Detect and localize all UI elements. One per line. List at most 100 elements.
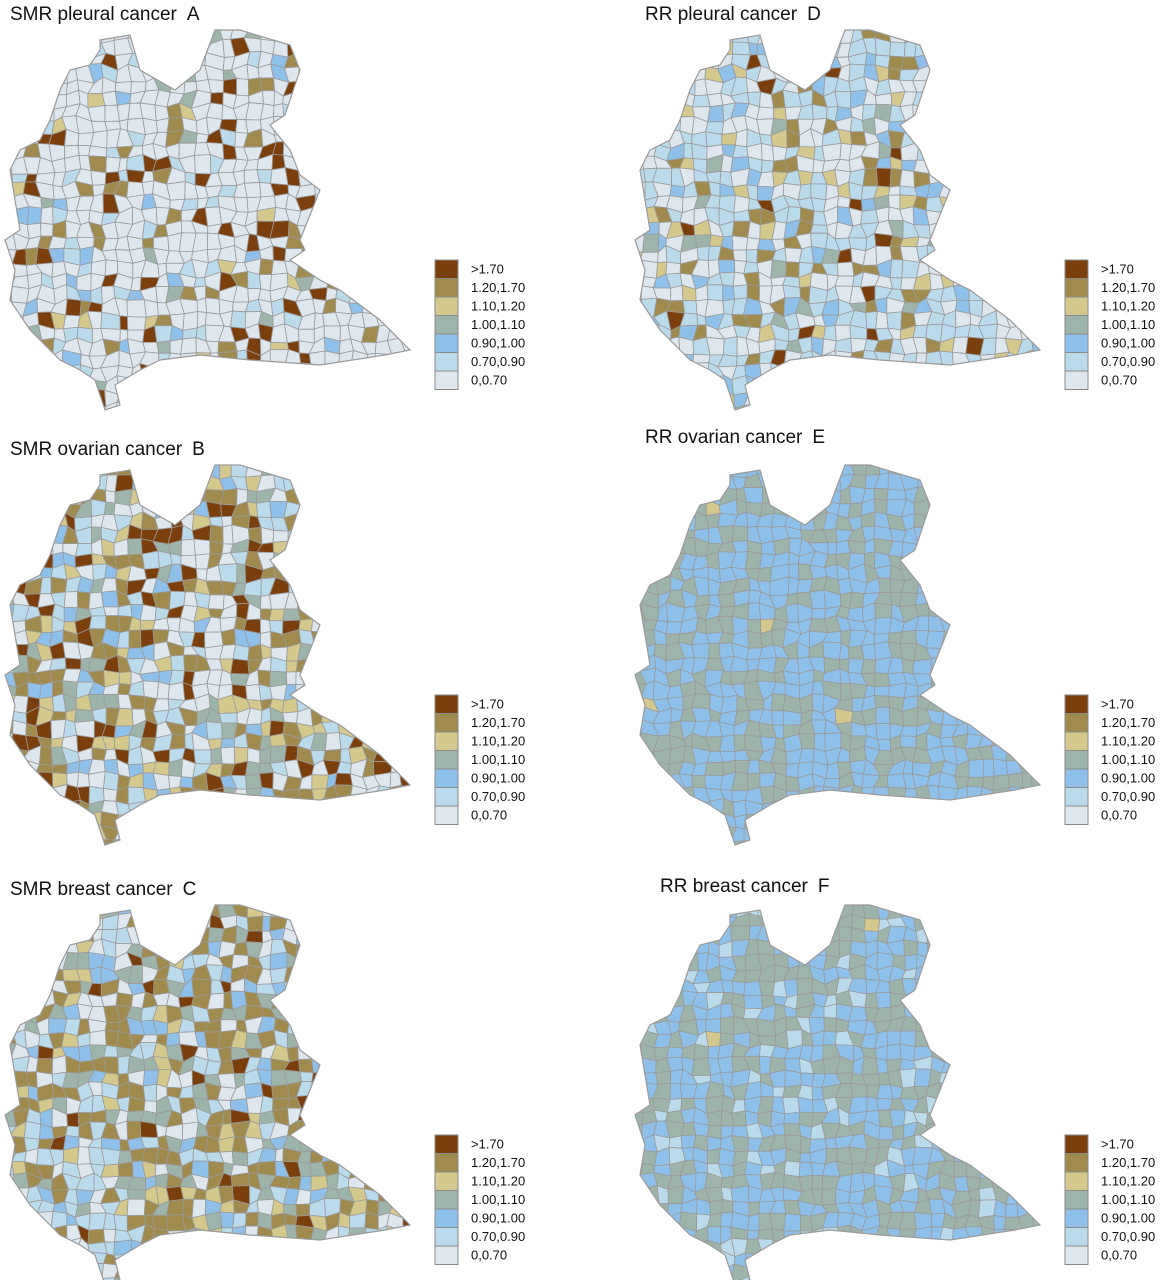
municipality	[719, 41, 734, 56]
municipality	[167, 905, 182, 919]
municipality	[721, 132, 738, 146]
municipality	[912, 324, 928, 339]
municipality	[1003, 696, 1024, 709]
municipality	[39, 403, 56, 410]
municipality	[1032, 511, 1040, 532]
municipality	[373, 798, 389, 815]
municipality	[940, 524, 958, 541]
municipality	[993, 274, 1009, 287]
municipality	[1029, 498, 1040, 518]
municipality	[360, 618, 379, 636]
municipality	[991, 416, 1008, 431]
map-panel	[4, 29, 412, 433]
municipality	[360, 263, 376, 280]
municipality	[142, 680, 160, 700]
municipality	[39, 80, 55, 96]
municipality	[757, 566, 772, 582]
municipality	[1003, 589, 1022, 607]
municipality	[364, 1003, 380, 1023]
municipality	[243, 837, 261, 845]
municipality	[873, 377, 894, 393]
municipality	[795, 465, 815, 479]
municipality	[247, 387, 259, 409]
municipality	[50, 710, 67, 722]
municipality	[875, 167, 892, 188]
municipality	[1030, 430, 1044, 445]
municipality	[204, 824, 224, 840]
municipality	[389, 68, 407, 82]
municipality	[643, 498, 660, 519]
municipality	[1005, 128, 1021, 148]
municipality	[364, 979, 377, 998]
municipality	[5, 1250, 17, 1267]
municipality	[1015, 250, 1033, 264]
municipality	[951, 578, 972, 597]
municipality	[926, 428, 941, 446]
municipality	[1018, 406, 1036, 410]
municipality	[35, 965, 54, 981]
municipality	[321, 697, 342, 712]
municipality	[129, 417, 146, 433]
municipality	[362, 1137, 381, 1152]
municipality	[917, 538, 933, 557]
municipality	[1018, 465, 1037, 480]
municipality	[156, 30, 171, 43]
municipality	[155, 364, 167, 382]
municipality	[5, 143, 12, 162]
municipality	[5, 210, 16, 226]
municipality	[334, 401, 354, 410]
municipality	[283, 392, 300, 408]
municipality	[285, 564, 303, 583]
municipality	[51, 465, 68, 476]
municipality	[640, 376, 658, 396]
municipality	[977, 232, 995, 252]
municipality	[338, 525, 353, 541]
municipality	[208, 816, 222, 828]
municipality	[37, 499, 56, 517]
municipality	[361, 465, 379, 477]
municipality	[321, 527, 342, 544]
municipality	[1017, 168, 1032, 182]
municipality	[258, 812, 276, 827]
municipality	[979, 130, 998, 147]
municipality	[9, 915, 28, 932]
municipality	[796, 365, 815, 380]
municipality	[40, 222, 54, 237]
municipality	[374, 156, 391, 175]
municipality	[24, 339, 43, 357]
municipality	[682, 465, 699, 480]
municipality	[246, 905, 264, 919]
municipality	[875, 706, 891, 724]
municipality	[1017, 643, 1036, 660]
municipality	[349, 1096, 366, 1112]
municipality	[643, 324, 660, 345]
municipality	[347, 130, 367, 147]
municipality	[964, 30, 981, 43]
municipality	[993, 707, 1010, 723]
municipality	[1032, 91, 1040, 110]
municipality	[165, 1198, 185, 1216]
municipality	[206, 868, 222, 882]
municipality	[300, 836, 315, 845]
municipality	[144, 851, 157, 869]
municipality	[401, 526, 410, 543]
municipality	[990, 181, 1009, 201]
municipality	[113, 836, 133, 845]
municipality	[334, 1082, 352, 1102]
municipality	[644, 337, 658, 354]
municipality	[127, 391, 146, 407]
legend-swatch	[434, 787, 459, 807]
municipality	[373, 1253, 390, 1271]
municipality	[374, 90, 393, 109]
municipality	[61, 915, 82, 933]
municipality	[326, 388, 342, 408]
municipality	[822, 406, 842, 410]
municipality	[323, 140, 341, 160]
municipality	[350, 823, 367, 842]
municipality	[87, 301, 103, 313]
municipality	[364, 141, 376, 162]
municipality	[129, 836, 145, 845]
municipality	[193, 364, 207, 382]
municipality	[350, 364, 368, 383]
